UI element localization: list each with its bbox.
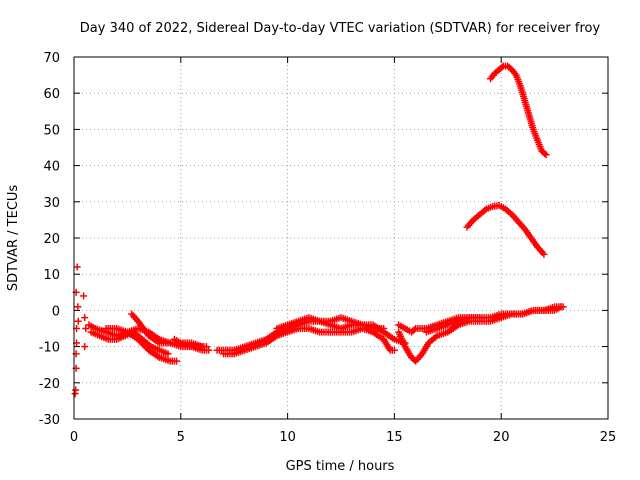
y-axis-label: SDTVAR / TECUs (6, 185, 21, 292)
chart-title: Day 340 of 2022, Sidereal Day-to-day VTE… (80, 21, 601, 36)
data-point-marker (173, 357, 181, 365)
data-point-marker (164, 350, 172, 358)
y-tick-label: 40 (43, 160, 60, 175)
x-tick-label: 15 (386, 430, 403, 445)
grid-lines (74, 57, 608, 419)
y-tick-label: -20 (39, 377, 60, 392)
series-track-h (273, 314, 388, 332)
data-point-marker (72, 386, 80, 394)
plot-frame (73, 56, 609, 420)
y-tick-label: 70 (43, 51, 60, 66)
y-tick-label: 10 (43, 268, 60, 283)
y-tick-label: -30 (39, 413, 60, 428)
data-point-marker (82, 325, 90, 332)
data-point-marker (205, 346, 213, 354)
series-track-c (102, 325, 181, 365)
data-point-marker (390, 346, 398, 354)
data-point-marker (73, 263, 81, 271)
series-scatter-points (71, 263, 90, 398)
data-point-marker (81, 343, 89, 351)
x-tick-label: 0 (70, 430, 78, 445)
data-point-marker (81, 314, 89, 322)
data-point-marker (541, 150, 549, 158)
data-point-marker (498, 63, 506, 71)
series-arc-low (463, 201, 548, 258)
data-point-marker (540, 250, 548, 258)
data-point-marker (410, 326, 418, 334)
data-point-marker (476, 314, 484, 322)
y-tick-label: -10 (39, 341, 60, 356)
series-track-k (422, 314, 484, 336)
data-point-marker (198, 343, 206, 351)
data-points (71, 62, 567, 398)
data-point-marker (74, 303, 82, 311)
data-point-marker (80, 292, 88, 300)
x-tick-label: 10 (279, 430, 296, 445)
series-track-e (170, 335, 206, 351)
y-tick-label: 20 (43, 232, 60, 247)
y-tick-label: 30 (43, 196, 60, 211)
y-tick-label: 60 (43, 87, 60, 102)
x-tick-label: 5 (177, 430, 185, 445)
axis-ticks: 0 5 10 15 20 25 -30 -20 -10 0 10 20 30 40 50 60 70 (39, 51, 617, 445)
data-point-marker (542, 151, 550, 159)
data-point-marker (559, 303, 567, 311)
series-arc-high (487, 62, 550, 159)
x-axis-label: GPS time / hours (286, 459, 395, 474)
y-tick-label: 50 (43, 123, 60, 138)
data-point-marker (74, 317, 82, 325)
x-tick-label: 25 (600, 430, 617, 445)
data-point-marker (380, 325, 388, 332)
y-tick-label: 0 (52, 304, 60, 319)
x-tick-label: 20 (493, 430, 510, 445)
